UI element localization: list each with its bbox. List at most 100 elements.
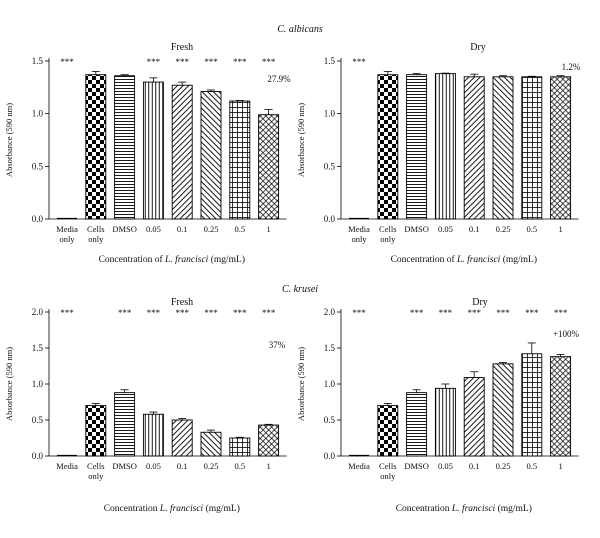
organism-heading-albicans: C. albicans bbox=[277, 24, 323, 35]
x-tick-label: Media only bbox=[348, 224, 370, 244]
y-tick-label: 0.0 bbox=[324, 451, 336, 461]
x-tick-label: 1 bbox=[266, 224, 270, 234]
significance-marker: *** bbox=[118, 308, 132, 318]
x-tick-label: Cells only bbox=[87, 224, 104, 244]
bar bbox=[463, 377, 485, 457]
x-tick-label: 0.25 bbox=[496, 461, 511, 471]
y-tick-label: 0.5 bbox=[32, 415, 44, 425]
significance-marker: *** bbox=[439, 308, 453, 318]
percent-annotation: 27.9% bbox=[267, 74, 291, 84]
x-tick-label: 1 bbox=[558, 224, 562, 234]
significance-marker: *** bbox=[233, 308, 247, 318]
significance-marker: *** bbox=[352, 57, 366, 67]
panel-albicans-dry: Dry 0.0 0.5 1.0 1.5 Absorbance (590 nm) Media o… bbox=[296, 42, 581, 265]
significance-marker: *** bbox=[467, 308, 481, 318]
bar bbox=[521, 76, 543, 220]
x-tick-label: 0.25 bbox=[204, 224, 219, 234]
bar bbox=[200, 431, 222, 457]
y-tick-label: 1.5 bbox=[324, 56, 336, 66]
y-axis-label: Absorbance (590 nm) bbox=[4, 347, 14, 421]
x-tick-label: 0.5 bbox=[234, 461, 245, 471]
x-tick-label: 0.1 bbox=[469, 224, 480, 234]
significance-marker: *** bbox=[204, 57, 218, 67]
significance-marker: *** bbox=[262, 308, 276, 318]
x-tick-label: 0.1 bbox=[177, 224, 188, 234]
bar bbox=[550, 76, 572, 220]
significance-marker: *** bbox=[147, 308, 161, 318]
y-tick-label: 0.5 bbox=[324, 415, 336, 425]
bar bbox=[377, 74, 399, 220]
significance-marker: *** bbox=[352, 308, 366, 318]
y-tick-label: 1.0 bbox=[32, 379, 44, 389]
panel-title: Dry bbox=[470, 42, 486, 53]
y-tick-label: 1.5 bbox=[32, 343, 44, 353]
x-tick-label: 0.05 bbox=[146, 461, 161, 471]
panel-title: Fresh bbox=[171, 297, 193, 308]
significance-marker: *** bbox=[554, 308, 568, 318]
bar bbox=[171, 84, 193, 220]
x-tick-label: 0.5 bbox=[234, 224, 245, 234]
bar bbox=[142, 81, 164, 220]
y-axis-label: Absorbance (590 nm) bbox=[296, 347, 306, 421]
x-tick-label: DMSO bbox=[112, 461, 137, 471]
x-tick-label: Cells only bbox=[379, 461, 396, 481]
bar bbox=[229, 437, 251, 457]
significance-marker: *** bbox=[262, 57, 276, 67]
significance-marker: *** bbox=[525, 308, 539, 318]
significance-marker: *** bbox=[410, 308, 424, 318]
y-tick-label: 1.0 bbox=[324, 109, 336, 119]
bar bbox=[114, 392, 136, 457]
bar bbox=[492, 76, 514, 220]
bar bbox=[406, 392, 428, 457]
bar bbox=[521, 353, 543, 457]
x-axis-label: Concentration of L. francisci (mg/mL) bbox=[99, 254, 245, 265]
significance-marker: *** bbox=[60, 57, 74, 67]
bar bbox=[258, 114, 280, 220]
panel-title: Dry bbox=[472, 297, 488, 308]
bar bbox=[463, 76, 485, 220]
panel-title: Fresh bbox=[171, 42, 193, 53]
y-axis-label: Absorbance (590 nm) bbox=[296, 103, 306, 177]
significance-marker: *** bbox=[233, 57, 247, 67]
y-tick-label: 1.5 bbox=[32, 56, 44, 66]
panel-albicans-fresh: Fresh 0.0 0.5 1.0 1.5 Absorbance (590 nm) Medi… bbox=[4, 42, 291, 265]
significance-marker: *** bbox=[204, 308, 218, 318]
significance-marker: *** bbox=[175, 308, 189, 318]
x-tick-label: 0.1 bbox=[469, 461, 480, 471]
x-tick-label: 1 bbox=[558, 461, 562, 471]
significance-marker: *** bbox=[147, 57, 161, 67]
bar bbox=[434, 387, 456, 457]
x-axis-label: Concentration of L. francisci (mg/mL) bbox=[391, 254, 537, 265]
x-tick-label: 0.25 bbox=[496, 224, 511, 234]
panel-krusei-dry: Dry 0.0 0.5 1.0 1.5 2.0 Absorbance (590 nm) Med… bbox=[296, 297, 580, 514]
significance-marker: *** bbox=[175, 57, 189, 67]
significance-marker: *** bbox=[496, 308, 510, 318]
y-tick-label: 1.0 bbox=[32, 109, 44, 119]
y-tick-label: 2.0 bbox=[32, 307, 44, 317]
bar bbox=[114, 75, 136, 220]
y-tick-label: 0.0 bbox=[32, 214, 44, 224]
x-tick-label: DMSO bbox=[112, 224, 137, 234]
x-tick-label: Cells only bbox=[379, 224, 396, 244]
percent-annotation: 37% bbox=[269, 340, 286, 350]
x-tick-label: 0.5 bbox=[526, 461, 537, 471]
x-tick-label: 0.05 bbox=[146, 224, 161, 234]
x-tick-label: DMSO bbox=[404, 224, 429, 234]
bar bbox=[492, 363, 514, 457]
y-tick-label: 0.5 bbox=[324, 161, 336, 171]
x-tick-label: Cells only bbox=[87, 461, 104, 481]
bar bbox=[406, 74, 428, 220]
y-tick-label: 0.0 bbox=[324, 214, 336, 224]
x-tick-label: Media bbox=[56, 461, 78, 471]
bar bbox=[85, 405, 107, 457]
panel-krusei-fresh: Fresh 0.0 0.5 1.0 1.5 2.0 Absorbance (590 nm) M… bbox=[4, 297, 287, 514]
x-tick-label: Media bbox=[348, 461, 370, 471]
x-tick-label: 1 bbox=[266, 461, 270, 471]
organism-heading-krusei: C. krusei bbox=[282, 284, 318, 295]
y-tick-label: 0.0 bbox=[32, 451, 44, 461]
significance-marker: *** bbox=[60, 308, 74, 318]
bar bbox=[258, 424, 280, 457]
x-tick-label: 0.25 bbox=[204, 461, 219, 471]
percent-annotation: +100% bbox=[553, 329, 580, 339]
